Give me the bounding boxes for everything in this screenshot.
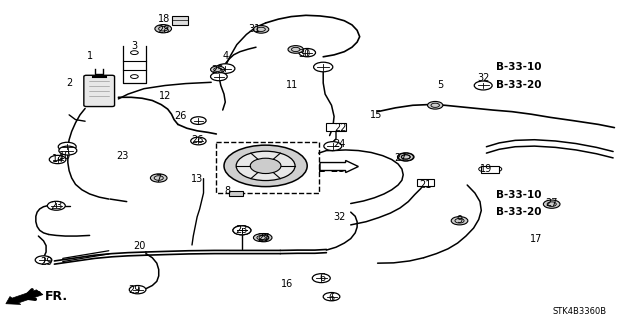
Text: 9: 9 bbox=[456, 215, 463, 225]
Text: 19: 19 bbox=[480, 164, 493, 174]
Text: 3: 3 bbox=[131, 41, 138, 51]
Bar bbox=[216, 142, 319, 193]
Circle shape bbox=[211, 66, 225, 73]
Text: 29: 29 bbox=[128, 285, 141, 295]
Bar bbox=[172, 16, 188, 25]
Text: 32: 32 bbox=[333, 212, 346, 222]
Circle shape bbox=[253, 234, 269, 241]
Text: 4: 4 bbox=[222, 51, 228, 61]
Text: 6: 6 bbox=[328, 293, 335, 303]
Text: FR.: FR. bbox=[45, 290, 68, 303]
FancyBboxPatch shape bbox=[84, 75, 115, 107]
Text: 6: 6 bbox=[319, 272, 326, 283]
Text: 14: 14 bbox=[51, 154, 64, 165]
Circle shape bbox=[58, 142, 76, 151]
Text: 20: 20 bbox=[133, 241, 146, 251]
Circle shape bbox=[155, 25, 172, 33]
Circle shape bbox=[131, 51, 138, 55]
Circle shape bbox=[288, 46, 303, 53]
Text: 8: 8 bbox=[224, 186, 230, 197]
Circle shape bbox=[428, 101, 443, 109]
Circle shape bbox=[59, 146, 77, 155]
Text: 25: 25 bbox=[211, 64, 224, 75]
Bar bbox=[326, 123, 346, 131]
Circle shape bbox=[543, 200, 560, 208]
Circle shape bbox=[35, 256, 52, 264]
Circle shape bbox=[314, 62, 333, 72]
Text: 2: 2 bbox=[66, 78, 72, 88]
FancyArrow shape bbox=[320, 160, 358, 173]
Text: 22: 22 bbox=[334, 122, 347, 133]
Circle shape bbox=[250, 158, 281, 174]
Circle shape bbox=[398, 153, 413, 161]
Text: 23: 23 bbox=[50, 201, 63, 211]
Circle shape bbox=[49, 155, 66, 164]
Text: 24: 24 bbox=[333, 138, 346, 149]
Text: 32: 32 bbox=[477, 73, 490, 83]
Circle shape bbox=[129, 286, 146, 294]
Text: 16: 16 bbox=[280, 279, 293, 289]
Circle shape bbox=[479, 167, 489, 172]
Text: 1: 1 bbox=[86, 51, 93, 61]
Text: 30: 30 bbox=[298, 49, 311, 59]
Text: 27: 27 bbox=[545, 197, 558, 208]
Circle shape bbox=[492, 167, 502, 172]
Circle shape bbox=[397, 153, 414, 161]
Circle shape bbox=[191, 137, 206, 145]
Bar bbox=[417, 179, 434, 186]
Text: 5: 5 bbox=[437, 79, 444, 90]
Text: B-33-20: B-33-20 bbox=[495, 79, 541, 90]
Text: 23: 23 bbox=[116, 151, 129, 161]
Circle shape bbox=[150, 174, 167, 182]
Circle shape bbox=[324, 142, 342, 151]
Text: 23: 23 bbox=[236, 225, 248, 235]
Circle shape bbox=[255, 234, 272, 242]
Bar bbox=[229, 191, 243, 196]
Bar bbox=[481, 166, 499, 173]
Text: 29: 29 bbox=[40, 256, 52, 267]
Circle shape bbox=[224, 145, 307, 187]
Text: 11: 11 bbox=[285, 79, 298, 90]
Text: 26: 26 bbox=[174, 111, 187, 122]
Circle shape bbox=[299, 48, 316, 57]
Circle shape bbox=[253, 26, 269, 33]
Text: B-33-10: B-33-10 bbox=[495, 189, 541, 200]
Circle shape bbox=[233, 226, 251, 235]
Circle shape bbox=[211, 72, 227, 81]
Text: 7: 7 bbox=[156, 174, 162, 184]
Text: 17: 17 bbox=[530, 234, 543, 244]
Circle shape bbox=[312, 274, 330, 283]
Text: 27: 27 bbox=[394, 153, 407, 163]
Text: 12: 12 bbox=[159, 91, 172, 101]
FancyArrow shape bbox=[6, 290, 43, 304]
Text: 27: 27 bbox=[257, 233, 270, 243]
Text: 21: 21 bbox=[419, 180, 432, 190]
Text: 31: 31 bbox=[248, 24, 261, 34]
Text: E-19: E-19 bbox=[317, 164, 346, 174]
Circle shape bbox=[323, 293, 340, 301]
Text: STK4B3360B: STK4B3360B bbox=[552, 308, 606, 316]
Text: 10: 10 bbox=[59, 151, 72, 161]
Text: 18: 18 bbox=[157, 13, 170, 24]
Circle shape bbox=[216, 64, 235, 73]
Circle shape bbox=[451, 217, 468, 225]
Text: B-33-10: B-33-10 bbox=[495, 62, 541, 72]
Text: B-33-20: B-33-20 bbox=[495, 207, 541, 217]
Text: 15: 15 bbox=[370, 110, 383, 120]
Text: 26: 26 bbox=[191, 135, 204, 145]
Circle shape bbox=[236, 151, 295, 181]
Circle shape bbox=[131, 75, 138, 78]
Circle shape bbox=[474, 81, 492, 90]
Text: 28: 28 bbox=[157, 25, 170, 35]
Circle shape bbox=[191, 117, 206, 124]
Circle shape bbox=[233, 226, 251, 235]
Text: 13: 13 bbox=[191, 174, 204, 184]
Circle shape bbox=[47, 201, 65, 210]
